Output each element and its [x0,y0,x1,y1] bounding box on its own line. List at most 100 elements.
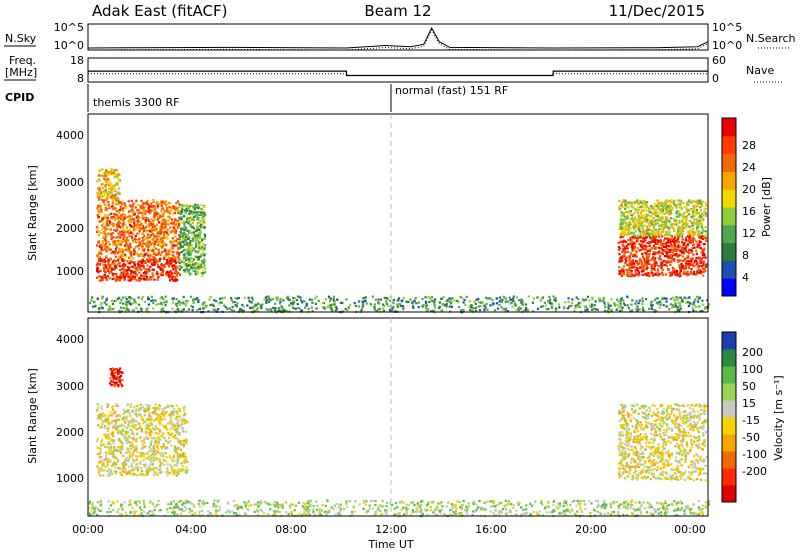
power-dots-point-2426 [230,299,233,302]
power-dots-point-3271 [684,262,688,265]
power-dots-point-2172 [432,300,435,303]
power-dots-point-3689 [621,227,624,230]
power-dots-point-1347 [106,198,109,201]
power-dots-point-3017 [688,264,691,267]
vel-dots-point-368 [139,426,142,429]
power-dots-point-1441 [100,191,103,194]
power-dots-point-3947 [651,211,654,214]
power-dots-point-3282 [697,268,700,272]
power-dots-point-1253 [110,238,113,241]
power-dots-point-558 [126,230,129,233]
power-dots-point-1842 [190,264,193,267]
vel-dots-point-116 [106,463,109,467]
power-dots-point-3793 [673,219,676,222]
power-dots-point-859 [151,224,154,227]
vel-dots-point-370 [131,410,134,414]
vel-dots-point-576 [127,436,130,439]
power-dots-point-3049 [652,253,655,256]
power-dots-point-2741 [491,298,494,301]
power-dots-point-1615 [189,212,192,215]
power-dots-point-1371 [114,196,117,199]
power-dots-point-1435 [116,175,119,178]
power-dots-point-3772 [633,202,636,205]
power-dots-point-1898 [145,309,148,312]
power-dots-point-2065 [232,309,235,312]
power-dots-point-3697 [650,215,653,218]
vel-dots-point-160 [148,446,151,449]
power-dots-point-3988 [667,233,670,236]
power-dots-point-1443 [113,172,116,175]
vel-dots-point-93 [100,456,103,459]
power-dots-point-659 [133,213,136,216]
power-dots-point-2294 [140,307,143,310]
power-dots-point-2908 [657,268,660,271]
power-dots-point-443 [105,223,108,226]
vel-dots-point-715 [114,462,117,465]
power-dots-point-1971 [675,296,678,299]
power-dots-point-2688 [589,305,592,308]
power-dots-point-203 [146,264,149,267]
freq-tick-top: 18 [70,54,84,67]
power-dots-point-514 [133,248,136,252]
vel-dots-point-290 [144,437,147,440]
power-dots-point-1814 [178,262,181,265]
power-dots-point-1379 [113,169,116,172]
power-dots-point-2904 [618,247,622,250]
power-dots-point-3079 [688,248,691,251]
power-dots-point-1832 [186,264,190,267]
vel-dots-point-731 [151,463,154,466]
vel-dots-point-526 [126,451,129,454]
power-dots-point-1186 [147,252,150,255]
vel-dots-point-201 [160,416,163,419]
power-dots-point-1664 [201,274,204,277]
power-dots-point-2255 [331,309,334,312]
power-dots-point-2060 [659,300,662,303]
power-dots-point-603 [146,236,149,239]
power-dots-point-821 [139,205,142,208]
power-dots-point-3475 [691,263,694,266]
power-dots-point-3992 [630,232,633,235]
power-dots-point-3433 [699,247,703,250]
power-dots-point-3335 [705,263,708,266]
power-dots-point-3630 [659,212,662,215]
power-dots-point-4106 [665,211,668,214]
power-dots-point-1210 [156,218,159,221]
power-dots-point-2355 [545,308,548,311]
power-dots-point-1267 [110,252,113,255]
power-dots-point-223 [101,275,104,278]
power-dots-point-1458 [202,251,205,254]
power-dots-point-2938 [684,249,687,253]
power-dots-point-480 [98,220,101,223]
power-dots-point-255 [161,274,164,277]
power-dots-point-571 [133,211,136,214]
power-dots-point-1003 [174,219,178,222]
power-dots-point-2254 [425,304,428,307]
power-dots-point-4155 [631,201,634,204]
power-dots-point-2829 [625,269,629,272]
power-dots-point-2053 [576,304,579,307]
power-dots-point-2234 [617,300,620,303]
power-dots-point-3423 [651,271,654,275]
power-dots-point-4061 [691,228,694,232]
power-dots-point-3053 [673,271,676,274]
vel-dots-point-490 [167,432,170,435]
power-dots-point-2540 [643,310,646,313]
power-dots-point-305 [155,271,159,274]
vel-dots-point-540 [162,455,165,458]
power-cbar-tick-20: 20 [742,183,756,196]
power-dots-point-707 [102,240,105,243]
power-dots-point-761 [173,227,176,230]
power-dots-point-33 [99,279,102,282]
power-dots-point-2316 [438,307,441,310]
power-dots-point-420 [118,231,122,234]
power-dots-point-2092 [333,303,336,306]
power-dots-point-259 [159,268,162,271]
power-dots-point-429 [136,215,139,218]
power-dots-point-3726 [648,219,652,222]
power-dots-point-2707 [239,308,242,311]
vel-dots-point-383 [119,451,122,454]
power-dots-point-4069 [639,234,642,237]
power-dots-point-3233 [623,239,626,242]
power-dots-point-1180 [159,230,163,234]
power-dots-point-1757 [186,205,189,208]
